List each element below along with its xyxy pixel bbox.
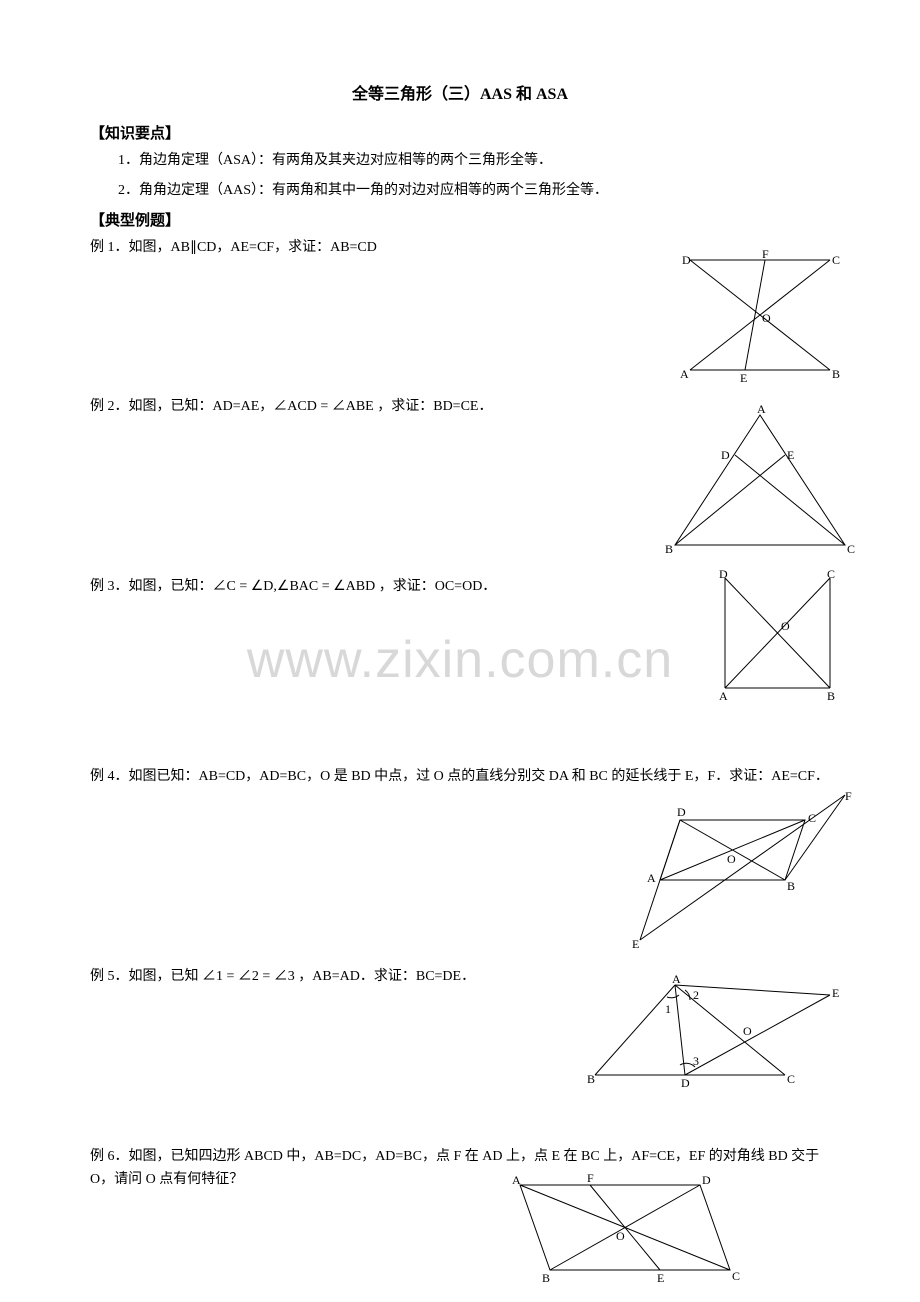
page-title: 全等三角形（三）AAS 和 ASA — [90, 80, 830, 104]
svg-text:A: A — [680, 367, 689, 381]
svg-text:D: D — [721, 448, 730, 462]
svg-text:O: O — [743, 1024, 752, 1038]
knowledge-point-2: 2．角角边定理（AAS）：有两角和其中一角的对边对应相等的两个三角形全等． — [90, 179, 830, 203]
svg-text:O: O — [762, 311, 771, 325]
svg-text:E: E — [832, 986, 839, 1000]
svg-text:E: E — [787, 448, 794, 462]
diagram-6: A F D O B E C — [490, 1170, 750, 1285]
svg-text:F: F — [845, 789, 852, 803]
svg-text:B: B — [542, 1271, 550, 1285]
svg-text:O: O — [727, 852, 736, 866]
svg-text:D: D — [719, 567, 728, 581]
svg-text:F: F — [762, 247, 769, 261]
svg-text:A: A — [719, 689, 728, 703]
svg-text:B: B — [827, 689, 835, 703]
svg-text:C: C — [832, 253, 840, 267]
svg-text:1: 1 — [665, 1002, 671, 1016]
svg-text:A: A — [757, 402, 766, 416]
diagram-2: A D E B C — [665, 405, 855, 560]
svg-text:E: E — [740, 371, 747, 385]
svg-text:C: C — [732, 1269, 740, 1283]
svg-text:A: A — [512, 1173, 521, 1187]
examples-header: 【典型例题】 — [90, 209, 830, 230]
svg-text:B: B — [787, 879, 795, 893]
svg-text:A: A — [647, 871, 656, 885]
diagram-4: D C O A B E F — [605, 790, 855, 955]
svg-text:D: D — [682, 253, 691, 267]
diagram-1: D F C O A E B — [680, 250, 850, 385]
example-4: 例 4．如图已知：AB=CD，AD=BC，O 是 BD 中点，过 O 点的直线分… — [90, 765, 830, 789]
svg-text:D: D — [681, 1076, 690, 1090]
diagram-3: D C O A B — [715, 568, 845, 703]
svg-text:B: B — [665, 542, 673, 556]
svg-text:C: C — [827, 567, 835, 581]
svg-text:A: A — [672, 972, 681, 986]
knowledge-point-1: 1．角边角定理（ASA）：有两角及其夹边对应相等的两个三角形全等． — [90, 149, 830, 173]
svg-text:D: D — [702, 1173, 711, 1187]
svg-text:D: D — [677, 805, 686, 819]
svg-text:B: B — [587, 1072, 595, 1086]
svg-text:O: O — [616, 1229, 625, 1243]
svg-text:2: 2 — [693, 988, 699, 1002]
svg-text:B: B — [832, 367, 840, 381]
diagram-5: A E O B D C 1 2 3 — [585, 975, 845, 1090]
svg-text:F: F — [587, 1171, 594, 1185]
svg-text:3: 3 — [693, 1054, 699, 1068]
knowledge-header: 【知识要点】 — [90, 122, 830, 143]
svg-text:E: E — [632, 937, 639, 951]
svg-text:O: O — [781, 619, 790, 633]
svg-text:C: C — [847, 542, 855, 556]
svg-text:E: E — [657, 1271, 664, 1285]
svg-text:C: C — [808, 811, 816, 825]
svg-text:C: C — [787, 1072, 795, 1086]
